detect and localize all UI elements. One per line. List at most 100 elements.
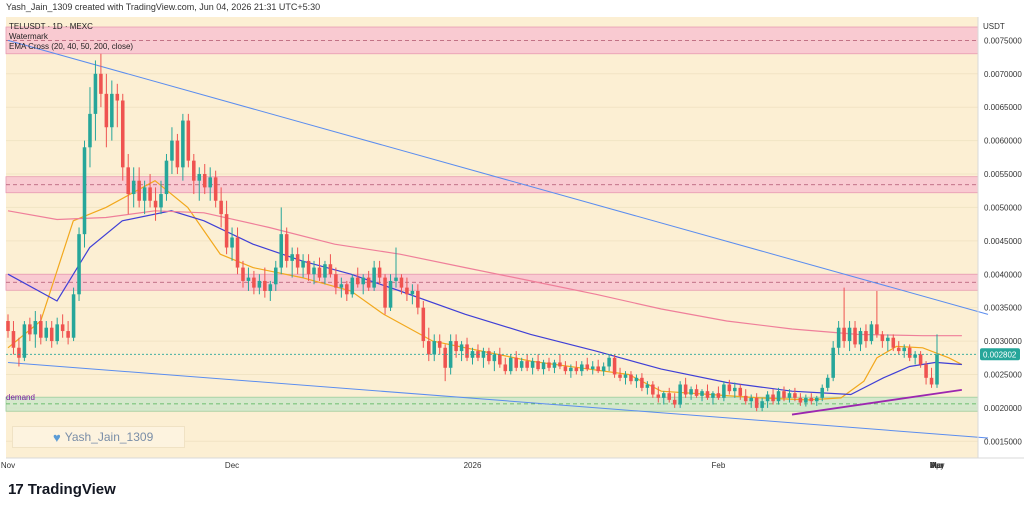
y-tick-label: 0.0035000 [984, 304, 1022, 313]
candle-body [93, 73, 98, 114]
heart-icon: ♥ [53, 429, 61, 445]
candle-body [208, 177, 212, 188]
candle-body [317, 267, 322, 278]
y-tick-label: 0.0040000 [984, 270, 1022, 279]
candle-body [334, 274, 338, 288]
candle-body [754, 397, 759, 408]
candle-body [541, 362, 546, 370]
candle-body [798, 397, 803, 403]
candle-body [252, 277, 256, 288]
candle-body [421, 307, 426, 342]
candle-body [640, 377, 644, 388]
candle-body [219, 200, 223, 215]
candle-body [492, 354, 497, 362]
candle-body [377, 267, 382, 278]
candle-body [301, 260, 305, 268]
candle-body [192, 160, 196, 181]
candle-body [623, 374, 628, 378]
candle-body [711, 393, 715, 398]
candle-body [831, 347, 835, 378]
candle-body [28, 324, 32, 335]
ema-cross-legend[interactable]: EMA Cross (20, 40, 50, 200, close) [9, 42, 134, 51]
candle-body [273, 267, 278, 285]
candle-body [295, 254, 300, 268]
candle-body [552, 362, 557, 368]
candle-body [842, 327, 846, 342]
currency-label[interactable]: USDT [983, 22, 1005, 31]
candle-body [787, 393, 792, 398]
y-tick-label: 0.0060000 [984, 137, 1022, 146]
watermark-legend[interactable]: Watermark [9, 32, 48, 41]
candle-body [864, 331, 868, 342]
candle-body [634, 377, 639, 382]
candle-body [618, 374, 622, 378]
candle-body [836, 327, 841, 348]
candle-body [519, 361, 524, 368]
candle-body [263, 280, 267, 291]
candle-body [399, 277, 404, 288]
y-tick-label: 0.0030000 [984, 337, 1022, 346]
candle-body [279, 234, 284, 268]
candle-body [612, 357, 617, 375]
candle-body [596, 366, 600, 372]
candle-body [99, 73, 103, 94]
candle-body [148, 187, 152, 201]
candle-body [771, 394, 775, 402]
candle-body [186, 120, 191, 161]
candle-body [858, 331, 863, 345]
candle-body [33, 321, 38, 335]
candle-body [875, 324, 879, 335]
candle-body [405, 287, 409, 295]
candle-body [312, 267, 316, 275]
candle-body [476, 351, 480, 358]
candle-body [782, 391, 786, 398]
candle-body [809, 397, 814, 402]
x-tick-label: May [929, 461, 944, 470]
last-price-label: 0.002802 [983, 350, 1017, 359]
watermark-box: ♥ Yash_Jain_1309 [12, 426, 185, 448]
candle-body [142, 187, 147, 201]
y-tick-label: 0.0075000 [984, 36, 1022, 45]
candle-body [88, 113, 92, 148]
y-tick-label: 0.0055000 [984, 170, 1022, 179]
candle-body [71, 294, 76, 338]
candle-body [323, 264, 327, 278]
candle-body [427, 341, 431, 355]
descending-trendline [7, 39, 989, 315]
candle-body [202, 174, 207, 188]
candle-body [181, 120, 185, 168]
candle-body [924, 364, 928, 378]
tradingview-logo[interactable]: 17 TradingView [8, 481, 116, 498]
candle-body [126, 167, 130, 195]
y-tick-label: 0.0020000 [984, 404, 1022, 413]
x-tick-label: 2026 [464, 461, 482, 470]
candle-body [131, 180, 136, 195]
candle-body [104, 93, 109, 128]
candle-body [667, 393, 672, 400]
candle-body [153, 200, 158, 208]
y-tick-label: 0.0045000 [984, 237, 1022, 246]
x-tick-label: Apr [931, 461, 944, 470]
candle-body [443, 347, 447, 368]
candle-body [470, 351, 475, 358]
candle-body [574, 367, 579, 372]
candle-body [345, 284, 349, 295]
candle-body [558, 362, 562, 367]
ema200-line [7, 210, 962, 337]
candle-body [459, 344, 464, 352]
candle-body [847, 327, 852, 342]
candle-body [230, 237, 234, 248]
price-axis-background [978, 17, 1024, 458]
candle-body [886, 337, 890, 342]
candle-body [678, 384, 682, 405]
candle-body [372, 267, 376, 288]
symbol-legend[interactable]: TELUSDT · 1D · MEXC [9, 22, 93, 31]
candle-body [394, 277, 398, 281]
candle-body [585, 364, 590, 370]
candle-body [743, 395, 748, 402]
candle-body [66, 331, 70, 338]
candle-body [689, 389, 693, 395]
candle-body [590, 366, 595, 370]
candle-body [918, 354, 923, 365]
